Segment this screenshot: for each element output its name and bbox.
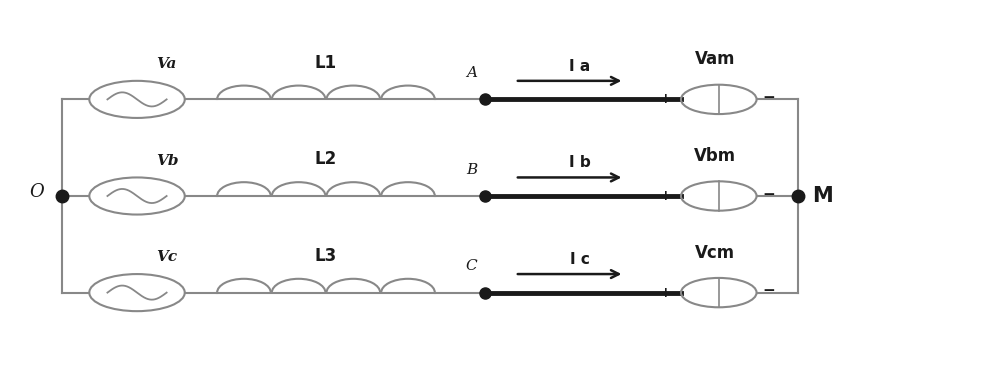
Text: Vam: Vam	[695, 51, 735, 69]
Text: M: M	[812, 186, 833, 206]
Text: Vbm: Vbm	[694, 147, 736, 165]
Text: B: B	[466, 163, 477, 177]
Text: L2: L2	[315, 150, 337, 168]
Text: +: +	[659, 286, 671, 299]
Text: Va: Va	[156, 57, 176, 71]
Text: I c: I c	[570, 252, 589, 267]
Text: A: A	[466, 66, 477, 80]
Text: Vc: Vc	[156, 250, 177, 264]
Text: I b: I b	[569, 156, 590, 171]
Text: +: +	[659, 189, 671, 203]
Text: −: −	[763, 90, 775, 105]
Text: I a: I a	[569, 59, 590, 74]
Text: L1: L1	[315, 54, 337, 72]
Text: +: +	[659, 93, 671, 106]
Text: O: O	[30, 183, 45, 201]
Text: C: C	[466, 259, 477, 273]
Text: −: −	[763, 187, 775, 201]
Text: L3: L3	[315, 247, 337, 265]
Text: Vcm: Vcm	[695, 244, 735, 262]
Text: Vb: Vb	[156, 154, 179, 168]
Text: −: −	[763, 283, 775, 298]
